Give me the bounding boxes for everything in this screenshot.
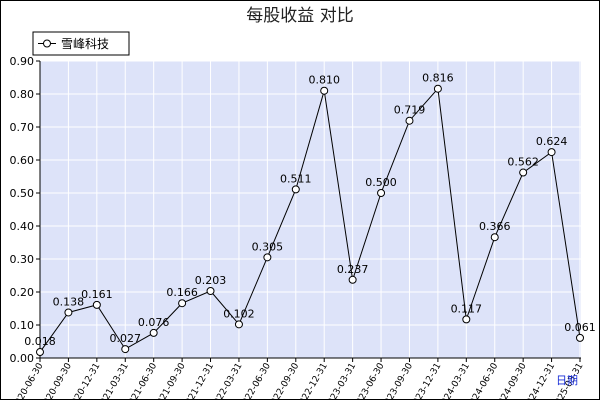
chart-title: 每股收益 对比 (246, 6, 353, 26)
y-tick-label: 0.40 (10, 220, 35, 233)
x-tick-labels: 2020-06-302020-09-302020-12-312021-03-31… (11, 361, 586, 400)
data-point-marker[interactable] (149, 328, 158, 337)
data-point-marker[interactable] (178, 299, 187, 308)
legend-marker-icon (43, 39, 51, 48)
y-tick-label: 0.30 (10, 253, 35, 266)
data-point-marker[interactable] (547, 148, 556, 157)
plot-area (40, 61, 581, 358)
y-tick-label: 0.00 (10, 352, 35, 365)
data-label: 0.511 (280, 172, 312, 185)
data-label: 0.161 (81, 288, 113, 301)
data-label: 0.305 (252, 240, 284, 253)
data-point-marker[interactable] (405, 116, 414, 125)
data-label: 0.810 (308, 74, 340, 87)
data-label: 0.117 (451, 302, 483, 315)
data-label: 0.624 (536, 135, 568, 148)
legend[interactable]: 雪峰科技 (32, 31, 130, 56)
data-point-marker[interactable] (576, 333, 584, 342)
y-tick-label: 0.70 (10, 121, 35, 134)
data-point-marker[interactable] (64, 308, 73, 317)
data-point-marker[interactable] (519, 168, 528, 177)
data-point-marker[interactable] (263, 253, 272, 262)
data-point-marker[interactable] (377, 189, 386, 197)
y-tick-labels: 0.00 0.10 0.20 0.30 0.40 0.50 0.60 0.70 0.80 0.90 (10, 55, 35, 365)
data-label: 0.366 (479, 220, 511, 233)
data-point-marker[interactable] (291, 185, 300, 194)
data-label: 0.719 (394, 104, 426, 117)
x-axis-suffix: 日期 (556, 374, 578, 387)
data-label: 0.061 (564, 321, 596, 334)
x-tick-label: 2020-06-30 (11, 361, 46, 400)
data-label: 0.237 (337, 263, 369, 276)
y-tick-label: 0.60 (10, 154, 35, 167)
y-tick-label: 0.20 (10, 286, 35, 299)
legend-series-name: 雪峰科技 (61, 37, 109, 51)
data-point-marker[interactable] (348, 275, 357, 284)
data-point-marker[interactable] (490, 233, 499, 242)
data-label: 0.076 (138, 316, 170, 329)
data-point-marker[interactable] (36, 348, 44, 357)
data-label: 0.816 (422, 72, 454, 85)
data-point-marker[interactable] (206, 287, 215, 296)
legend-box (32, 31, 130, 56)
data-label: 0.203 (195, 274, 227, 287)
data-label: 0.500 (365, 176, 397, 189)
y-tick-label: 0.10 (10, 319, 35, 332)
data-label: 0.138 (53, 295, 85, 308)
data-point-marker[interactable] (92, 300, 101, 309)
series-line-path (39, 87, 581, 353)
data-label: 0.102 (223, 307, 255, 320)
data-label: 0.027 (110, 332, 142, 345)
data-point-marker[interactable] (320, 86, 329, 95)
y-tick-label: 0.80 (10, 88, 35, 101)
data-point-marker[interactable] (234, 320, 243, 329)
data-label: 0.562 (507, 156, 539, 169)
data-point-marker[interactable] (433, 84, 442, 93)
axes (39, 61, 581, 359)
data-label: 0.166 (166, 286, 198, 299)
data-point-marker[interactable] (121, 345, 130, 354)
y-tick-label: 0.50 (10, 187, 35, 200)
series-line (39, 87, 581, 353)
data-point-marker[interactable] (462, 315, 471, 324)
data-markers (36, 84, 584, 357)
y-tick-label: 0.90 (10, 55, 35, 68)
data-label: 0.018 (24, 335, 56, 348)
